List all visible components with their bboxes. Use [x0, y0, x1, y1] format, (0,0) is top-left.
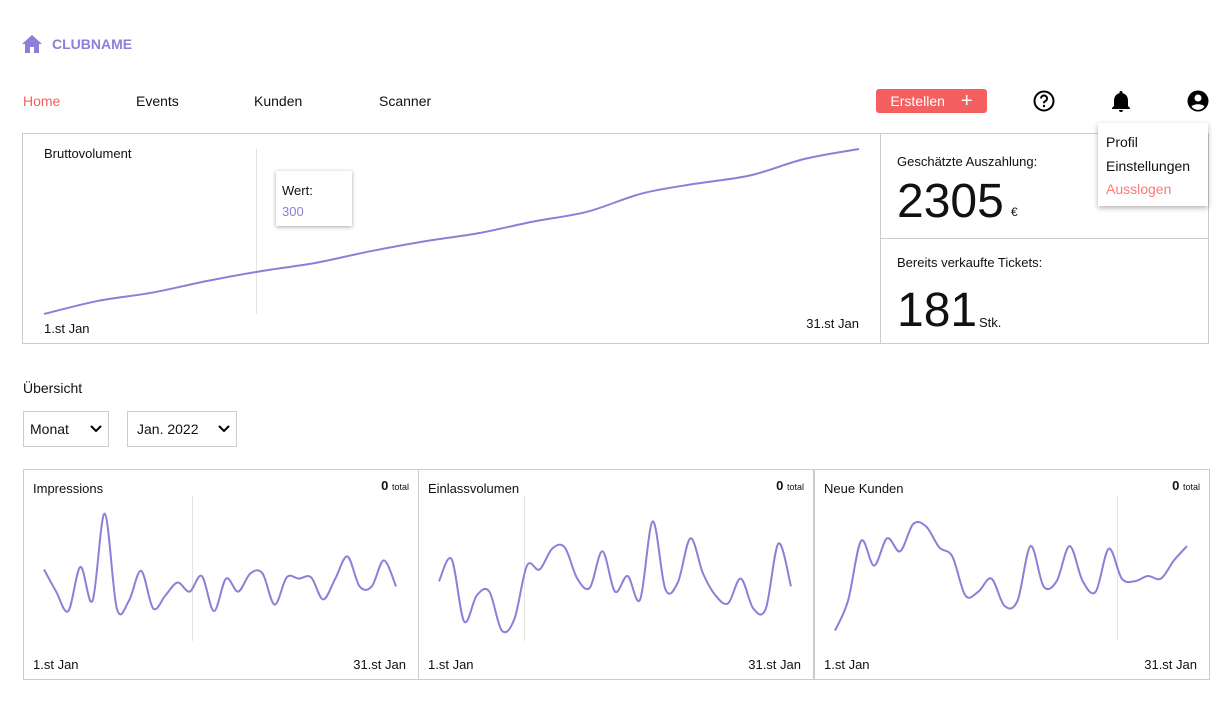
help-icon[interactable]	[1033, 90, 1055, 112]
tickets-card: Bereits verkaufte Tickets: 181 Stk.	[880, 238, 1209, 344]
mini-chart-total: 0 total	[381, 478, 409, 493]
create-label: Erstellen	[890, 93, 945, 109]
x-end-label: 31.st Jan	[1144, 657, 1197, 672]
total-value: 0	[776, 478, 784, 493]
bell-icon[interactable]	[1111, 90, 1131, 113]
chart-title: Bruttovolument	[44, 146, 132, 161]
total-label: total	[786, 482, 804, 492]
x-start-label: 1.st Jan	[428, 657, 474, 672]
x-start-label: 1.st Jan	[33, 657, 79, 672]
mini-chart-title: Einlassvolumen	[428, 481, 520, 496]
month-select[interactable]: Jan. 2022	[127, 411, 237, 447]
hover-line	[524, 496, 525, 641]
hover-line	[256, 149, 257, 314]
menu-einstellungen[interactable]: Einstellungen	[1106, 157, 1191, 174]
nav-scanner[interactable]: Scanner	[379, 93, 432, 109]
tooltip-value: 300	[282, 204, 304, 219]
nav-home[interactable]: Home	[23, 93, 61, 109]
period-value: Monat	[30, 421, 69, 437]
chevron-down-icon	[90, 425, 102, 433]
total-label: total	[391, 482, 409, 492]
mini-chart-line[interactable]	[815, 470, 1211, 681]
nav-events[interactable]: Events	[136, 93, 179, 109]
payout-value: 2305	[897, 175, 1004, 228]
hover-line	[192, 496, 193, 641]
x-end-label: 31.st Jan	[748, 657, 801, 672]
menu-profil[interactable]: Profil	[1106, 134, 1138, 150]
home-icon	[22, 35, 42, 53]
total-value: 0	[1172, 478, 1180, 493]
chart-tooltip: Wert: 300	[276, 171, 352, 226]
tickets-value: 181	[897, 284, 978, 337]
x-start-label: 1.st Jan	[824, 657, 870, 672]
user-menu: Profil Einstellungen Ausslogen	[1098, 123, 1208, 206]
mini-chart-impressions: Impressions 0 total 1.st Jan 31.st Jan	[23, 469, 419, 680]
mini-chart-total: 0 total	[776, 478, 804, 493]
mini-chart-line[interactable]	[24, 470, 420, 681]
series-line	[834, 520, 1188, 632]
series-line	[43, 512, 397, 616]
chevron-down-icon	[218, 425, 230, 433]
payout-unit: €	[1011, 205, 1018, 219]
period-select[interactable]: Monat	[23, 411, 109, 447]
menu-logout[interactable]: Ausslogen	[1106, 181, 1172, 197]
club-name: CLUBNAME	[52, 36, 133, 52]
mini-chart-einlassvolumen: Einlassvolumen 0 total 1.st Jan 31.st Ja…	[418, 469, 814, 680]
x-start-label: 1.st Jan	[44, 321, 90, 336]
series-line	[43, 148, 860, 315]
series-line	[438, 520, 792, 634]
tickets-unit: Stk.	[979, 315, 1002, 330]
brand[interactable]: CLUBNAME	[22, 35, 132, 53]
gross-volume-line[interactable]	[23, 134, 882, 345]
tooltip-label: Wert:	[282, 183, 313, 198]
x-end-label: 31.st Jan	[806, 316, 859, 331]
month-value: Jan. 2022	[137, 421, 199, 437]
plus-icon: +	[960, 90, 973, 112]
x-end-label: 31.st Jan	[353, 657, 406, 672]
gross-volume-chart: Bruttovolument 1.st Jan 31.st Jan	[22, 133, 881, 344]
mini-chart-title: Impressions	[33, 481, 104, 496]
create-button[interactable]: Erstellen +	[876, 89, 987, 113]
mini-chart-title: Neue Kunden	[824, 481, 904, 496]
total-label: total	[1182, 482, 1200, 492]
tickets-label: Bereits verkaufte Tickets:	[897, 255, 1043, 270]
mini-chart-neue-kunden: Neue Kunden 0 total 1.st Jan 31.st Jan	[814, 469, 1210, 680]
payout-label: Geschätzte Auszahlung:	[897, 154, 1038, 169]
account-icon[interactable]	[1187, 90, 1209, 112]
nav-kunden[interactable]: Kunden	[254, 93, 303, 109]
total-value: 0	[381, 478, 389, 493]
mini-chart-total: 0 total	[1172, 478, 1200, 493]
mini-chart-line[interactable]	[419, 470, 815, 681]
overview-title: Übersicht	[23, 380, 83, 396]
